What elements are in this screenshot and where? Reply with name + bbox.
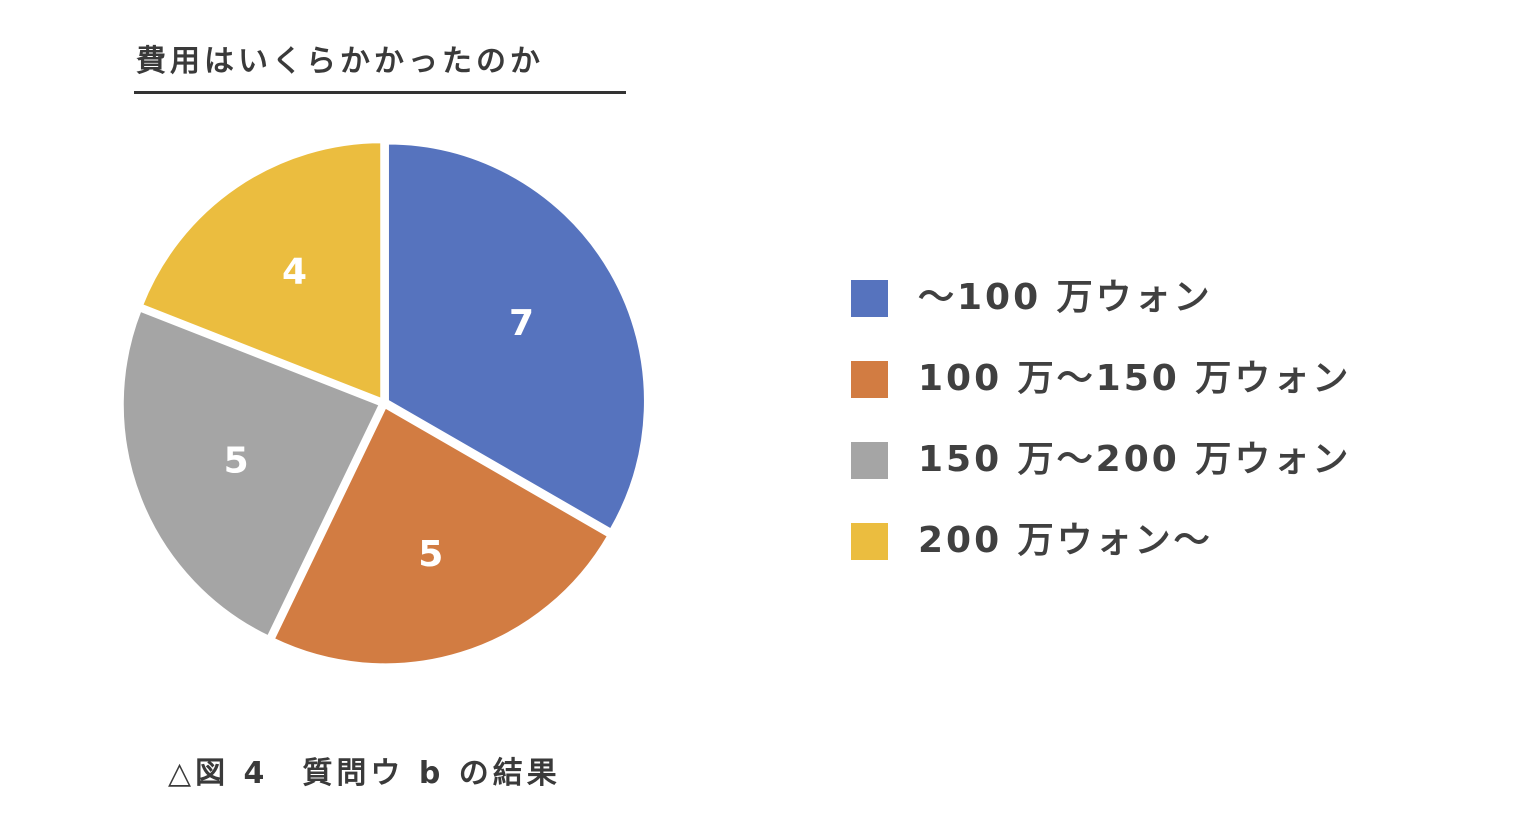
slice-data-label: 7 <box>509 303 534 344</box>
legend-label: 150 万～200 万ウォン <box>918 439 1352 480</box>
legend-swatch <box>851 442 888 479</box>
pie-slice <box>139 140 384 402</box>
legend: ～100 万ウォン 100 万～150 万ウォン 150 万～200 万ウォン … <box>851 268 1351 592</box>
slice-data-label: 5 <box>418 534 443 575</box>
pie-slice <box>120 308 383 639</box>
legend-label: ～100 万ウォン <box>918 277 1213 318</box>
legend-swatch <box>851 523 888 560</box>
pie-slice <box>271 404 611 667</box>
slice-data-label: 4 <box>282 251 307 292</box>
title-underline <box>134 91 626 94</box>
legend-swatch <box>851 280 888 317</box>
legend-item: 150 万～200 万ウォン <box>851 430 1351 511</box>
legend-item: ～100 万ウォン <box>851 268 1351 349</box>
legend-label: 200 万ウォン～ <box>918 520 1213 561</box>
legend-label: 100 万～150 万ウォン <box>918 358 1352 399</box>
legend-swatch <box>851 361 888 398</box>
chart-title: 費用はいくらかかったのか <box>136 44 544 79</box>
legend-item: 200 万ウォン～ <box>851 511 1351 592</box>
pie-slice <box>385 141 647 533</box>
figure-caption: △図 4 質問ウ b の結果 <box>168 756 561 791</box>
slice-data-label: 5 <box>224 441 249 482</box>
legend-item: 100 万～150 万ウォン <box>851 349 1351 430</box>
